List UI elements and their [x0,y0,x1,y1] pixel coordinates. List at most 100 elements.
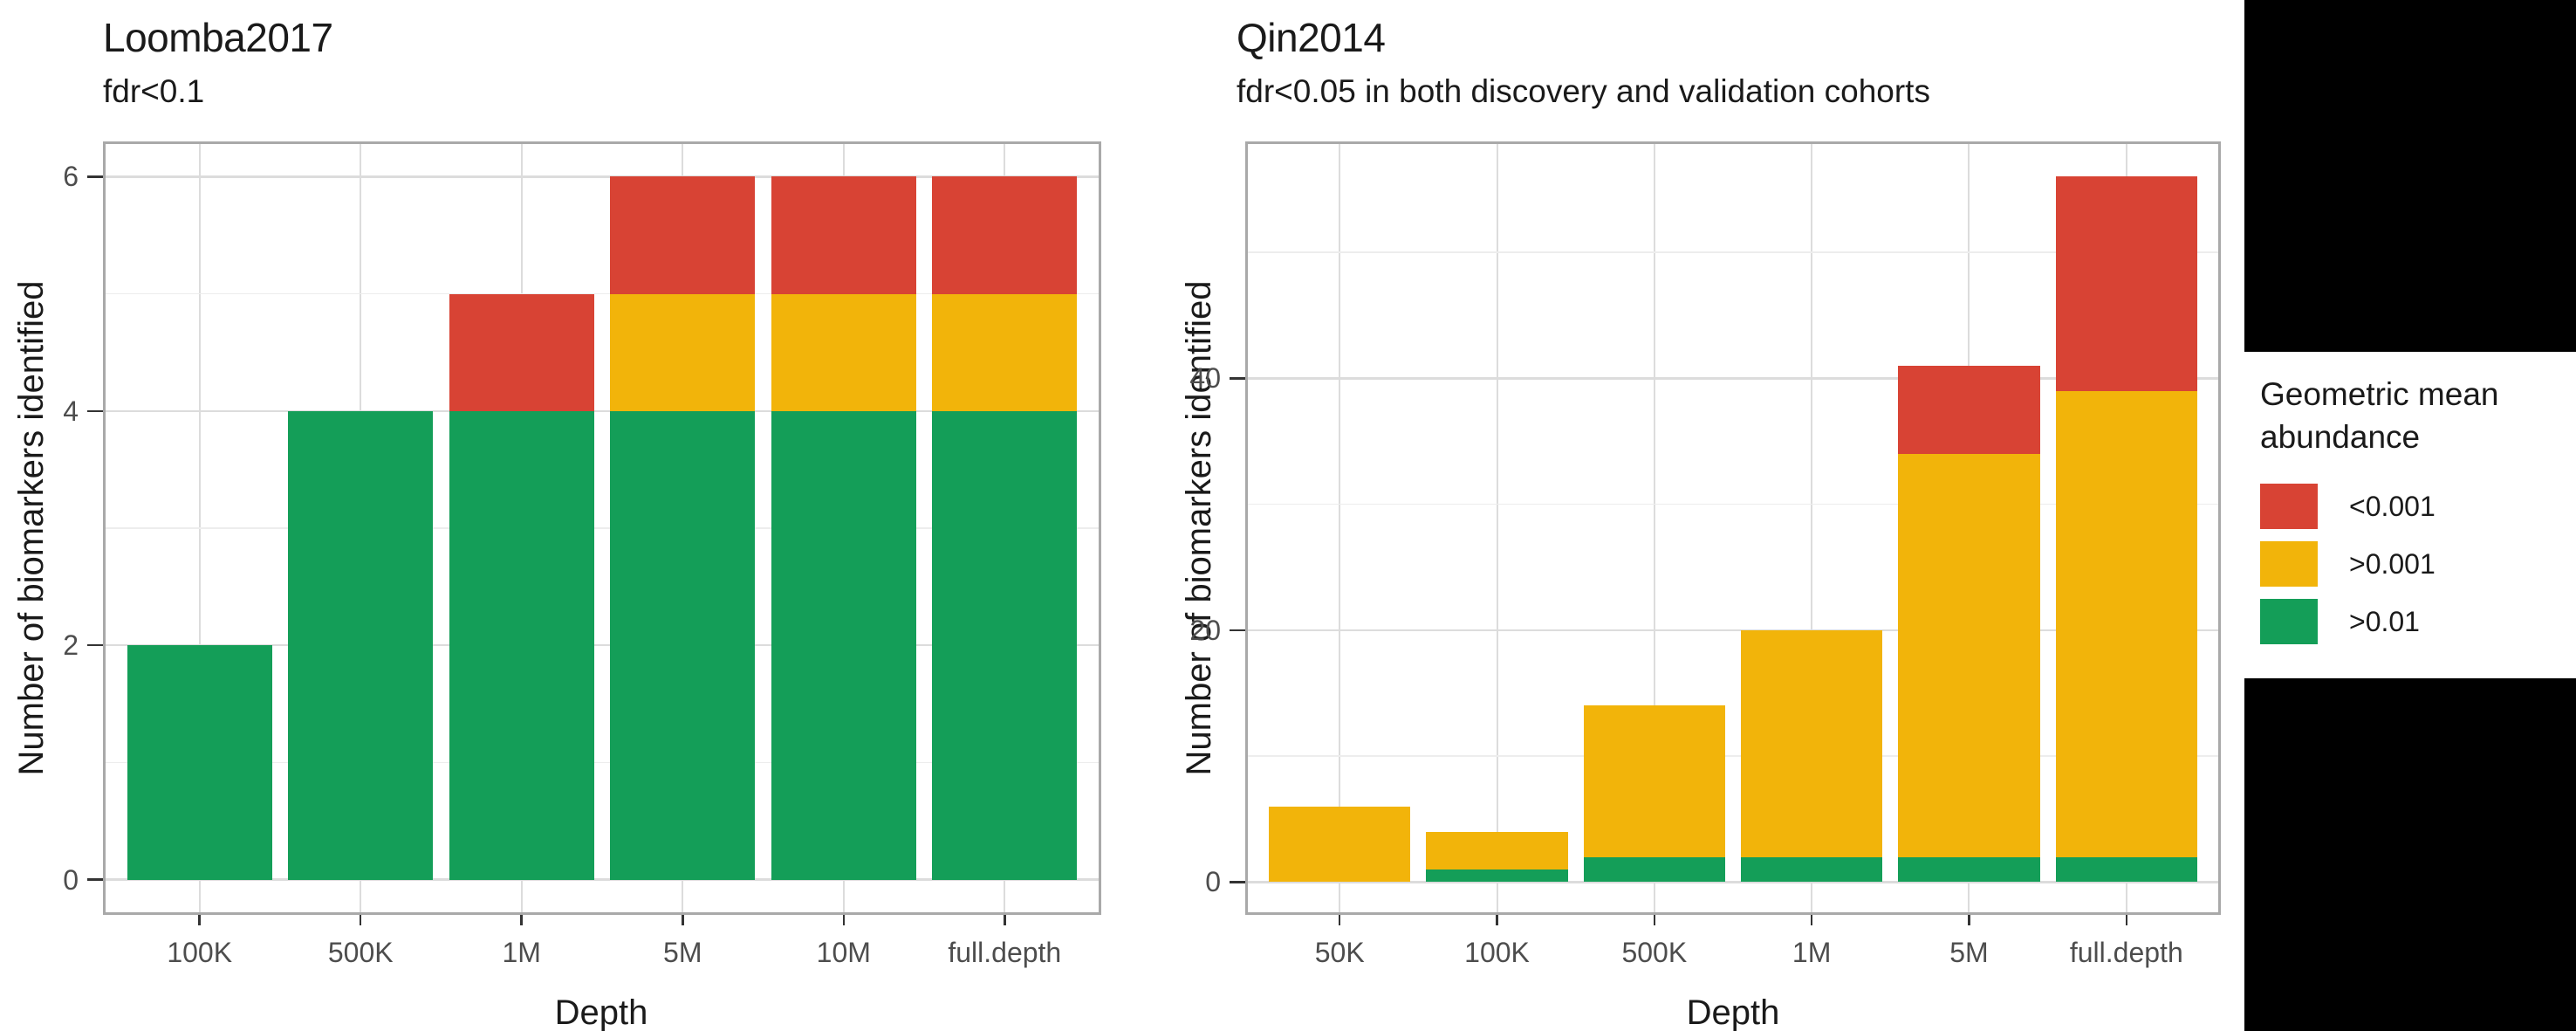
legend-title-line2: abundance [2260,418,2421,455]
y-tick-mark [87,175,103,178]
x-tick-mark [1004,915,1006,925]
x-tick-label: 100K [167,937,233,968]
gridline-horizontal-minor [103,527,1101,529]
x-tick-label: full.depth [2069,937,2183,968]
x-tick-label: 50K [1314,937,1365,968]
gridline-vertical-major [1496,141,1498,915]
gridline-horizontal-minor [103,761,1101,764]
x-tick-mark [1338,915,1341,925]
x-tick-mark [682,915,684,925]
legend-item: <0.001 [2260,483,2574,529]
bar-segment-yellow-100K [1426,831,1568,870]
gridline-horizontal-major [1245,377,2221,380]
gridline-vertical-major [1653,141,1655,915]
gridline-horizontal-major [103,643,1101,647]
legend-title-line1: Geometric mean [2260,376,2499,412]
gridline-horizontal-minor [1245,755,2221,757]
x-tick-mark [1968,915,1970,925]
x-tick-mark [1810,915,1813,925]
bar-segment-green-100K [127,645,272,880]
x-tick-label: 5M [1949,937,1989,968]
bar-segment-green-full.depth [2055,856,2197,883]
bar-segment-red-full.depth [932,176,1078,294]
x-tick-label: 10M [816,937,871,968]
y-tick-label: 2 [63,629,79,662]
gridline-horizontal-major [103,175,1101,178]
chart-title-qin2014: Qin2014 [1237,15,1386,60]
legend-item: >0.01 [2260,598,2574,644]
legend: Geometric mean abundance <0.001 >0.001 >… [2260,374,2574,644]
x-tick-mark [198,915,201,925]
y-axis-title-left-chart: Number of biomarkers identified [11,280,51,776]
y-tick-mark [87,878,103,881]
x-axis-title-right-chart: Depth [1686,993,1780,1031]
y-tick-label: 0 [1205,866,1221,898]
legend-swatch-red [2260,483,2318,529]
gridline-vertical-major [1811,141,1813,915]
x-tick-label: 1M [502,937,541,968]
bar-segment-green-full.depth [932,410,1078,880]
y-tick-label: 0 [63,863,79,896]
gridline-horizontal-minor [103,292,1101,295]
gridline-horizontal-major [103,878,1101,881]
bar-segment-green-5M [1898,856,2040,883]
redaction-block-bottom [2244,678,2576,1031]
bar-segment-yellow-1M [1741,629,1883,857]
chart-title-loomba2017: Loomba2017 [103,15,333,60]
gridline-vertical-major [1339,141,1341,915]
bar-segment-yellow-5M [1898,453,2040,857]
legend-swatch-yellow [2260,540,2318,587]
bar-segment-green-500K [288,410,434,880]
bar-segment-red-1M [449,293,594,411]
y-tick-label: 20 [1189,614,1221,646]
legend-label-gt-001: >0.01 [2349,605,2420,637]
gridline-horizontal-minor [1245,251,2221,253]
bar-segment-green-1M [1741,856,1883,883]
chart-subtitle-loomba2017: fdr<0.1 [103,73,205,109]
y-tick-mark [87,643,103,647]
bar-segment-yellow-500K [1583,705,1725,857]
y-tick-mark [1230,377,1245,380]
gridline-horizontal-major [1245,629,2221,632]
bar-segment-green-100K [1426,869,1568,883]
legend-item: >0.001 [2260,540,2574,587]
gridline-horizontal-major [1245,881,2221,883]
y-tick-mark [1230,629,1245,632]
x-tick-mark [842,915,846,925]
gridline-horizontal-major [103,409,1101,412]
bar-segment-yellow-50K [1269,806,1411,883]
bar-segment-red-5M [610,176,756,294]
x-tick-mark [1496,915,1498,925]
y-tick-label: 4 [63,395,79,427]
x-tick-mark [359,915,362,925]
bar-segment-green-5M [610,410,756,880]
bar-segment-yellow-10M [771,293,916,411]
bar-segment-red-5M [1898,365,2040,454]
chart-subtitle-qin2014: fdr<0.05 in both discovery and validatio… [1237,73,1930,109]
x-tick-label: 500K [1621,937,1688,968]
x-tick-label: 5M [663,937,702,968]
x-tick-label: full.depth [948,937,1062,968]
y-axis-title-right-chart: Number of biomarkers identified [1179,280,1218,776]
bar-segment-yellow-5M [610,293,756,411]
x-tick-label: 100K [1464,937,1530,968]
x-axis-title-left-chart: Depth [554,993,648,1031]
x-tick-mark [1653,915,1656,925]
bar-segment-red-10M [771,176,916,294]
x-tick-mark [2125,915,2128,925]
y-tick-mark [1230,881,1245,883]
x-tick-label: 1M [1792,937,1832,968]
legend-swatch-green [2260,598,2318,644]
bar-segment-green-10M [771,410,916,880]
bar-segment-green-500K [1583,856,1725,883]
bar-segment-green-1M [449,410,594,880]
gridline-horizontal-minor [1245,503,2221,505]
legend-label-lt-0001: <0.001 [2349,490,2436,522]
bar-segment-yellow-full.depth [2055,390,2197,857]
bar-segment-yellow-full.depth [932,293,1078,411]
y-tick-mark [87,409,103,412]
redaction-block-top [2244,0,2576,352]
y-tick-label: 6 [63,161,79,193]
legend-label-gt-0001: >0.001 [2349,547,2436,580]
